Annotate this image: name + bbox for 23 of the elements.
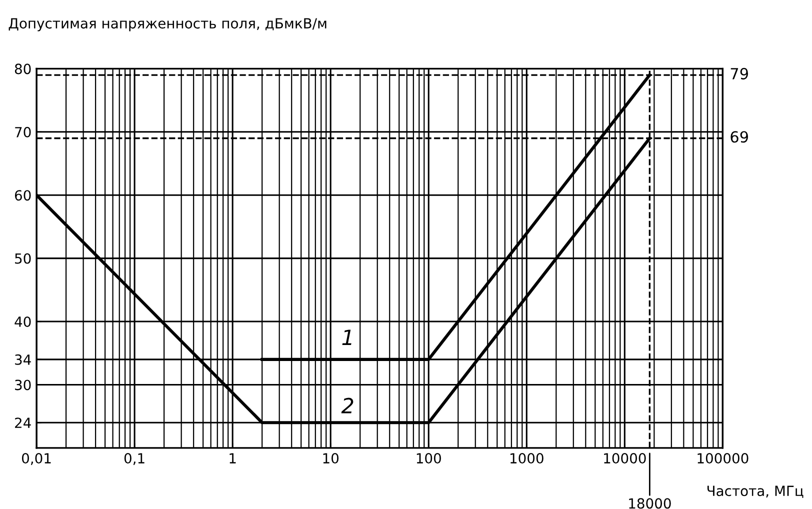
annotation: 1 [342, 330, 352, 345]
y-tick-label: 24 [15, 418, 31, 428]
y-tick-label: 40 [14, 316, 31, 327]
annotation: 2 [341, 398, 354, 414]
x-tick-label: 1 [230, 453, 236, 464]
ref-line-label: 69 [730, 131, 748, 143]
y-tick-label: 30 [15, 380, 31, 390]
x-tick-label: 100 [416, 453, 441, 464]
x-tick-label: 0,1 [124, 453, 144, 465]
y-axis-title: Допустимая напряженность поля, дБмкВ/м [8, 18, 326, 32]
ref-line-label: 79 [730, 68, 748, 80]
x-tick-label: 1000 [510, 453, 544, 464]
x-tick-label: 0,01 [22, 453, 51, 465]
y-tick-label: 50 [15, 253, 31, 264]
x-axis-title: Частота, МГц [707, 486, 804, 498]
y-tick-label: 70 [15, 126, 31, 138]
y-tick-label: 34 [15, 354, 31, 365]
x-tick-label: 100000 [698, 453, 748, 464]
y-tick-label: 60 [14, 190, 31, 201]
ref-line-label: 18000 [629, 498, 671, 509]
x-tick-label: 10 [323, 453, 339, 464]
x-tick-label: 10000 [604, 453, 646, 464]
y-tick-label: 80 [14, 64, 31, 74]
